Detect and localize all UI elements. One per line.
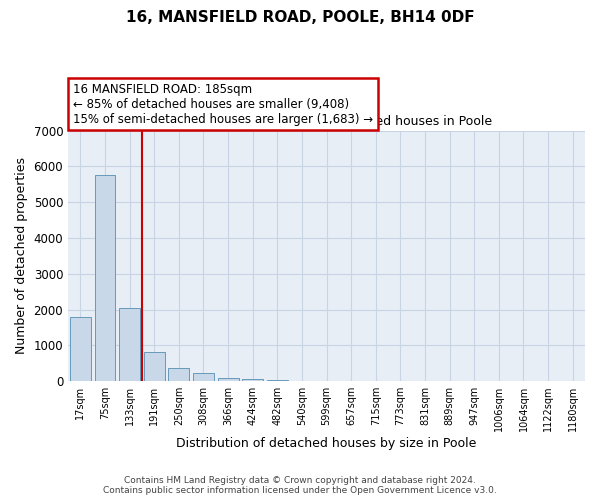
Bar — [193, 373, 214, 381]
Bar — [169, 368, 189, 381]
Bar — [267, 380, 288, 381]
Y-axis label: Number of detached properties: Number of detached properties — [15, 158, 28, 354]
Bar — [292, 380, 313, 381]
Text: 16 MANSFIELD ROAD: 185sqm
← 85% of detached houses are smaller (9,408)
15% of se: 16 MANSFIELD ROAD: 185sqm ← 85% of detac… — [73, 82, 373, 126]
Bar — [218, 378, 239, 381]
Bar — [95, 176, 115, 381]
Bar — [242, 379, 263, 381]
Title: Size of property relative to detached houses in Poole: Size of property relative to detached ho… — [161, 115, 492, 128]
X-axis label: Distribution of detached houses by size in Poole: Distribution of detached houses by size … — [176, 437, 477, 450]
Text: 16, MANSFIELD ROAD, POOLE, BH14 0DF: 16, MANSFIELD ROAD, POOLE, BH14 0DF — [125, 10, 475, 25]
Bar — [144, 352, 164, 381]
Bar — [119, 308, 140, 381]
Text: Contains HM Land Registry data © Crown copyright and database right 2024.
Contai: Contains HM Land Registry data © Crown c… — [103, 476, 497, 495]
Bar — [70, 318, 91, 381]
